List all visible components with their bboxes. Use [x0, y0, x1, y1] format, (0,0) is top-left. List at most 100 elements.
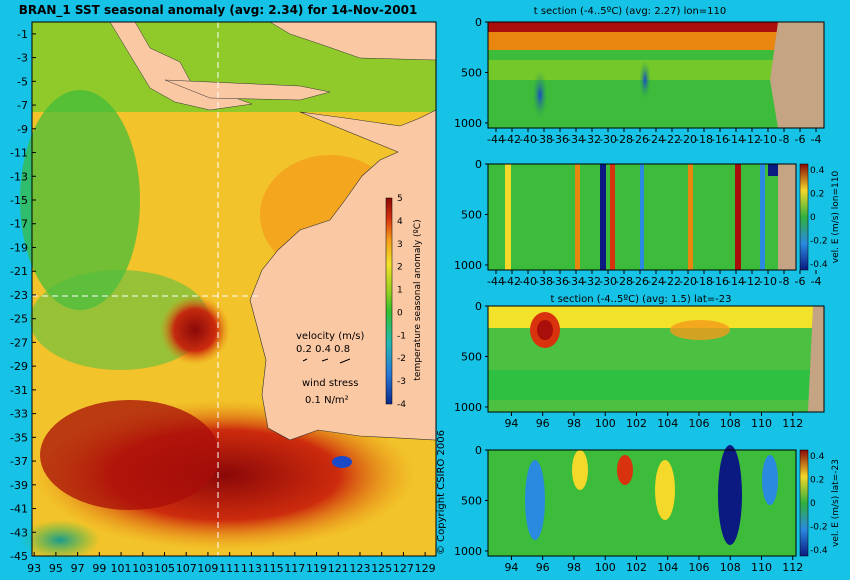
panel-field-stripe [688, 164, 693, 270]
colorbar-tick-label: 0 [810, 213, 816, 223]
colorbar-tick-label: -3 [397, 377, 406, 387]
x-tick-label: -14 [727, 275, 745, 288]
lat-tick-label: -9 [17, 123, 28, 136]
lon-tick-label: 107 [176, 562, 197, 575]
depth-tick-label: 0 [475, 300, 482, 313]
x-tick-label: -32 [583, 133, 601, 146]
panel-field-stripe [600, 164, 606, 270]
x-tick-label: -14 [727, 133, 745, 146]
wind-stress-value: 0.1 N/m² [305, 395, 349, 406]
x-tick-label: -6 [795, 275, 806, 288]
panel-y-axis: 0 500 1000 [454, 300, 488, 414]
x-tick-label: -4 [811, 275, 822, 288]
x-tick-label: -40 [519, 275, 537, 288]
map-colorbar-label: temperature seasonal anomaly (ºC) [413, 219, 423, 380]
lon-tick-label: 93 [27, 562, 41, 575]
x-tick-label: 112 [782, 561, 803, 574]
x-tick-label: -40 [519, 133, 537, 146]
panel-field-base [488, 164, 778, 270]
lat-tick-label: -31 [10, 384, 28, 397]
depth-tick-label: 500 [461, 66, 482, 79]
depth-tick-label: 500 [461, 208, 482, 221]
x-tick-label: -44 [487, 275, 505, 288]
x-tick-label: -30 [599, 133, 617, 146]
colorbar-tick-label: 0.4 [810, 166, 825, 176]
x-tick-label: 102 [626, 417, 647, 430]
x-tick-label: 98 [567, 561, 581, 574]
lat-tick-label: -5 [17, 75, 28, 88]
colorbar-tick-label: -0.4 [810, 260, 828, 270]
depth-tick-label: 500 [461, 494, 482, 507]
panel-field-stripe [760, 164, 765, 270]
map-legend: velocity (m/s) 0.2 0.4 0.8 wind stress 0… [296, 331, 364, 406]
x-tick-label: -28 [615, 133, 633, 146]
panel-y-axis: 0 500 1000 [454, 16, 488, 130]
x-tick-label: -8 [779, 133, 790, 146]
x-tick-label: 94 [504, 561, 518, 574]
lat-tick-label: -3 [17, 52, 28, 65]
panel-field-deep [488, 370, 813, 400]
map-lon-axis: 93 95 97 99 101 103 105 107 109 111 113 115 117 119 12… [27, 552, 436, 575]
lon-tick-label: 95 [49, 562, 63, 575]
x-tick-label: -12 [743, 133, 761, 146]
map-field-west-green [20, 90, 140, 310]
map-field-warm-core [160, 295, 230, 365]
lat-tick-label: -41 [10, 503, 28, 516]
map-frame [31, 21, 437, 557]
colorbar-tick-label: -4 [397, 400, 406, 410]
depth-tick-label: 0 [475, 444, 482, 457]
x-tick-label: -10 [759, 275, 777, 288]
panel-colorbar-label: vel. E (m/s) lon=110 [831, 171, 841, 264]
x-tick-label: 112 [782, 417, 803, 430]
panel-colorbar-ticks: 0.4 0.2 0 -0.2 -0.4 [810, 452, 828, 556]
colorbar-tick-label: 0 [397, 308, 403, 318]
lon-tick-label: 127 [393, 562, 414, 575]
lon-tick-label: 123 [349, 562, 370, 575]
panel-field-blue-core [532, 70, 548, 120]
panel-land [808, 306, 824, 412]
x-tick-label: -20 [679, 275, 697, 288]
lat-tick-label: -11 [10, 147, 28, 160]
panel-x-axis: -44-42-40-38-36-34-32-30-28-26-24-22-20-… [487, 128, 821, 146]
x-tick-label: 110 [751, 561, 772, 574]
x-tick-label: 102 [626, 561, 647, 574]
colorbar-tick-label: 1 [397, 286, 403, 296]
panel-field-stripe [768, 164, 778, 176]
depth-tick-label: 0 [475, 158, 482, 171]
x-tick-label: -18 [695, 133, 713, 146]
panel-colorbar-gradient [799, 163, 809, 271]
panel-t-lat: t section (-4..5ºC) (avg: 1.5) lat=-23 0… [454, 294, 825, 430]
lat-tick-label: -19 [10, 241, 28, 254]
panel-land [770, 22, 824, 128]
panel-t-lon: t section (-4..5ºC) (avg: 2.27) lon=110 … [454, 6, 825, 146]
map-field-southwest-warm [40, 400, 220, 510]
x-tick-label: -26 [631, 275, 649, 288]
x-tick-label: -30 [599, 275, 617, 288]
lon-tick-label: 129 [415, 562, 436, 575]
panel-field-blue [762, 455, 778, 505]
panel-field-yellow [572, 450, 588, 490]
panel-frame [487, 449, 797, 557]
lat-tick-label: -7 [17, 99, 28, 112]
lon-tick-label: 97 [71, 562, 85, 575]
x-tick-label: 96 [536, 417, 550, 430]
panel-field-blue-core [718, 445, 742, 545]
map-colorbar: 5 4 3 2 1 0 -1 -2 -3 -4 temperature seasonal anom… [385, 194, 423, 410]
depth-tick-label: 1000 [454, 259, 482, 272]
velocity-scale: 0.2 0.4 0.8 [296, 344, 350, 355]
x-tick-label: -24 [647, 133, 665, 146]
colorbar-tick-label: 3 [397, 240, 403, 250]
sst-map [20, 21, 437, 560]
colorbar-tick-label: -1 [397, 331, 406, 341]
lat-tick-label: -33 [10, 408, 28, 421]
lat-tick-label: -45 [10, 550, 28, 563]
lon-tick-label: 125 [371, 562, 392, 575]
panel-field-blue-core [639, 60, 651, 100]
x-tick-label: -34 [567, 133, 585, 146]
x-tick-label: -42 [503, 275, 521, 288]
x-tick-label: 94 [504, 417, 518, 430]
x-tick-label: -18 [695, 275, 713, 288]
panel-field-top [488, 22, 778, 32]
colorbar-tick-label: -0.2 [810, 237, 828, 247]
java-land [164, 79, 331, 101]
